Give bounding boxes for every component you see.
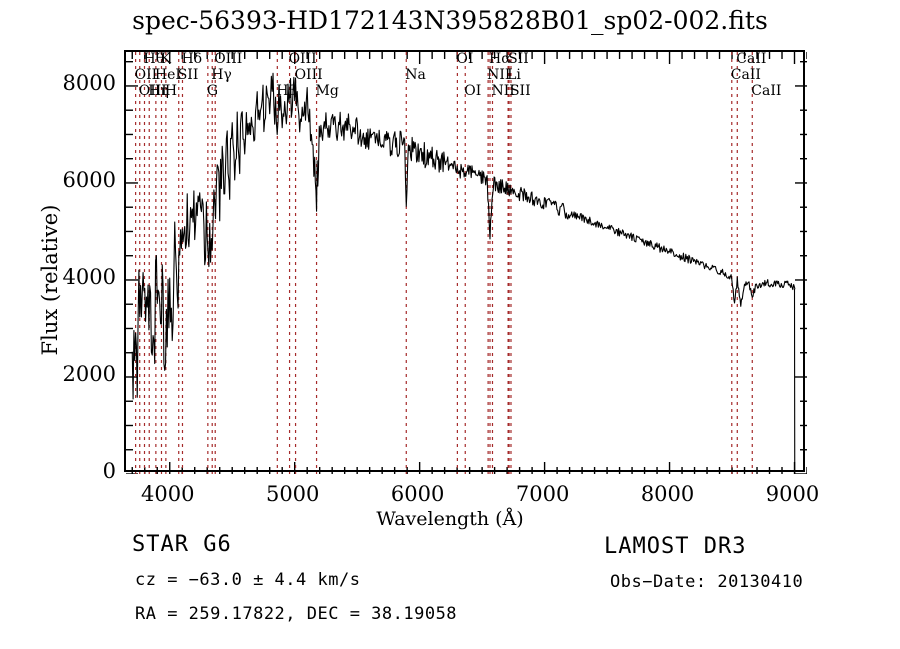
spectral-line-label: Hγ [211, 67, 232, 83]
object-class: STAR G6 [132, 532, 232, 557]
spectral-line-label: Hθ [143, 51, 165, 67]
redshift-velocity: cz = −63.0 ± 4.4 km/s [135, 570, 361, 590]
x-tick-label: 5000 [265, 482, 320, 506]
spectral-line-label: OIII [294, 67, 323, 83]
observation-date: Obs−Date: 20130410 [610, 572, 804, 592]
spectrum-trace [131, 72, 796, 475]
spectral-line-label: Hη [148, 83, 169, 99]
x-tick-label: 7000 [515, 482, 570, 506]
spectral-line-label: CaII [730, 67, 761, 83]
spectral-line-label: OIII [214, 51, 243, 67]
y-tick-label: 2000 [62, 361, 116, 386]
spectral-line-label: Hα [488, 51, 511, 67]
spectral-line-label: SII [177, 67, 199, 83]
spectral-line-label: NII [491, 83, 515, 99]
spectral-line-label: Li [507, 67, 521, 83]
spectral-line-label: H [164, 83, 178, 99]
y-axis-label: Flux (relative) [38, 204, 62, 356]
spectral-line-label: OI [464, 83, 482, 99]
spectral-line-label: OI [456, 51, 474, 67]
spectrum-plot [126, 52, 808, 475]
spectral-line-label: OII [134, 67, 158, 83]
spectral-line-label: CaII [751, 83, 782, 99]
spectral-line-label: Hβ [276, 83, 297, 99]
y-tick-label: 0 [102, 459, 116, 483]
x-tick-label: 6000 [390, 482, 445, 506]
spectral-line-label: Hδ [181, 51, 203, 67]
plot-area [124, 50, 808, 475]
y-tick-label: 6000 [62, 167, 116, 192]
x-tick-label: 8000 [640, 482, 695, 506]
spectral-line-label: Na [405, 67, 426, 83]
page-title: spec-56393-HD172143N395828B01_sp02-002.f… [132, 6, 768, 35]
spectral-line-label: HeI [154, 67, 181, 83]
coordinates: RA = 259.17822, DEC = 38.19058 [135, 604, 458, 624]
plot-canvas [126, 52, 808, 475]
x-tick-label: 4000 [140, 482, 195, 506]
survey-name: LAMOST DR3 [604, 534, 747, 559]
spectral-line-label: SII [508, 51, 529, 67]
x-axis-label: Wavelength (Å) [376, 508, 524, 530]
x-tick-label: 9000 [765, 482, 820, 506]
spectral-line-label: Mg [315, 83, 339, 99]
y-tick-label: 4000 [62, 264, 116, 289]
spectral-line-label: K [160, 51, 171, 67]
y-tick-label: 8000 [62, 70, 116, 95]
spectral-line-label: CaII [736, 51, 767, 67]
spectral-line-label: G [206, 83, 219, 99]
spectral-line-label: NII [487, 67, 511, 83]
spectral-line-label: OIII [138, 83, 167, 99]
spectral-line-label: OIII [288, 51, 317, 67]
spectral-line-label: SII [509, 83, 531, 99]
